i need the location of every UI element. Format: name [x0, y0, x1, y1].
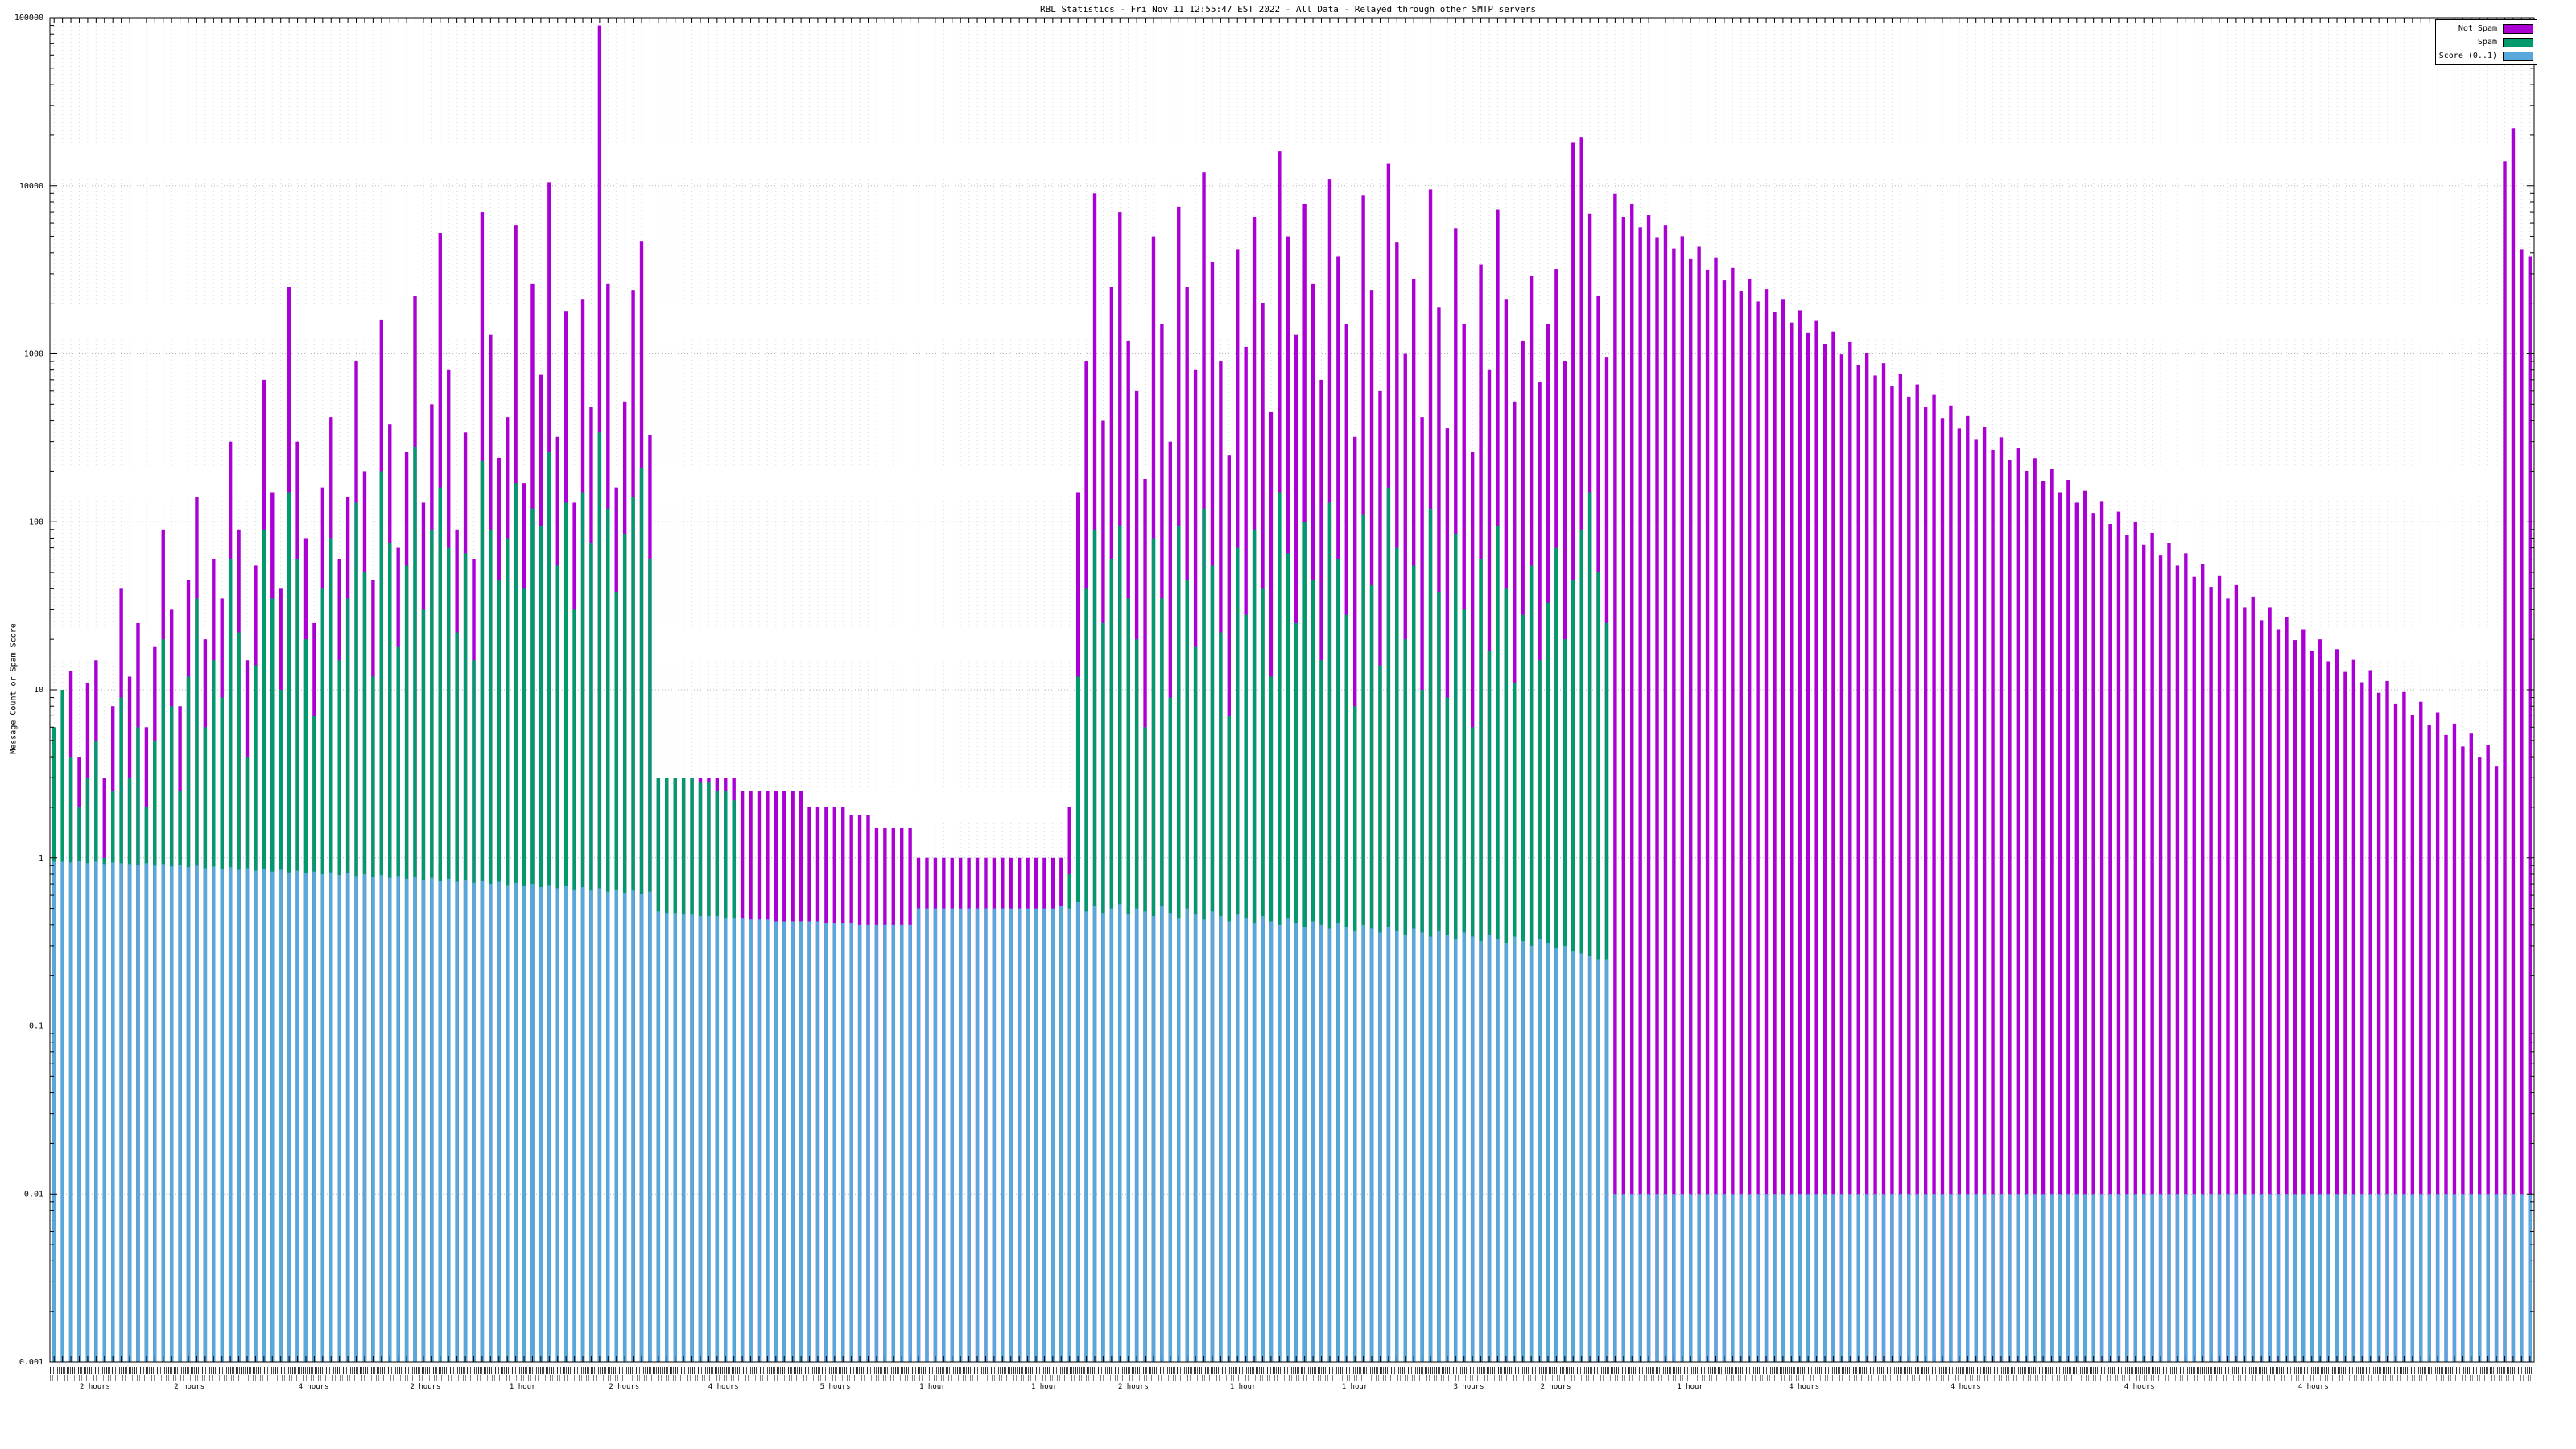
x-sublabel: 4 hours	[708, 1383, 739, 1391]
x-sublabel: 4 hours	[1789, 1383, 1820, 1391]
y-tick-label: 0.001	[19, 1358, 43, 1367]
legend-label: Not Spam	[2458, 24, 2497, 33]
x-sublabel: 4 hours	[1950, 1383, 1981, 1391]
legend-label: Spam	[2477, 38, 2497, 47]
x-sublabel: 2 hours	[1117, 1383, 1149, 1391]
legend-item: Not Spam	[2439, 22, 2533, 35]
axes: 100000 10000 1000 100 10 1 0.1 0.01 0.001	[14, 14, 2535, 1367]
legend-item: Score (0..1)	[2439, 49, 2533, 63]
y-tick-label: 10	[34, 686, 43, 695]
legend-swatch-score	[2503, 51, 2533, 61]
legend: Not Spam Spam Score (0..1)	[2434, 19, 2537, 65]
legend-swatch-spam	[2503, 37, 2533, 47]
x-sublabel: 1 hour	[919, 1383, 946, 1391]
x-sublabel: 2 hours	[80, 1383, 110, 1391]
x-sublabel: 1 hour	[509, 1383, 536, 1391]
x-sublabel: 5 hours	[819, 1383, 851, 1391]
y-tick-label: 0.01	[24, 1190, 43, 1199]
y-tick-label: 10000	[19, 182, 43, 191]
x-sublabel: 2 hours	[174, 1383, 205, 1391]
y-tick-label: 100000	[14, 14, 43, 23]
x-sublabel: 2 hours	[1540, 1383, 1571, 1391]
x-sublabel: 1 hour	[1341, 1383, 1368, 1391]
y-tick-label: 1000	[24, 350, 43, 359]
x-sublabel: 2 hours	[609, 1383, 640, 1391]
legend-label: Score (0..1)	[2438, 52, 2497, 60]
bars	[52, 25, 2532, 1363]
x-sublabel: 3 hours	[1453, 1383, 1484, 1391]
x-sublabel: 1 hour	[1030, 1383, 1058, 1391]
x-axis-dense-tick-labels-row2	[50, 1375, 2534, 1381]
y-tick-label: 1	[39, 854, 43, 863]
y-tick-label: 100	[29, 518, 43, 526]
y-tick-label: 0.1	[29, 1022, 43, 1031]
legend-item: Spam	[2439, 35, 2533, 49]
x-sublabel: 1 hour	[1229, 1383, 1257, 1391]
x-sublabel: 4 hours	[2124, 1383, 2155, 1391]
chart-title: RBL Statistics - Fri Nov 11 12:55:47 EST…	[1040, 4, 1536, 14]
x-sublabel: 2 hours	[410, 1383, 441, 1391]
legend-swatch-not-spam	[2503, 23, 2533, 34]
x-axis-dense-tick-labels	[50, 1367, 2534, 1374]
x-sublabel: 4 hours	[298, 1383, 329, 1391]
x-sublabel: 1 hour	[1677, 1383, 1703, 1391]
x-sublabel: 4 hours	[2297, 1383, 2329, 1391]
